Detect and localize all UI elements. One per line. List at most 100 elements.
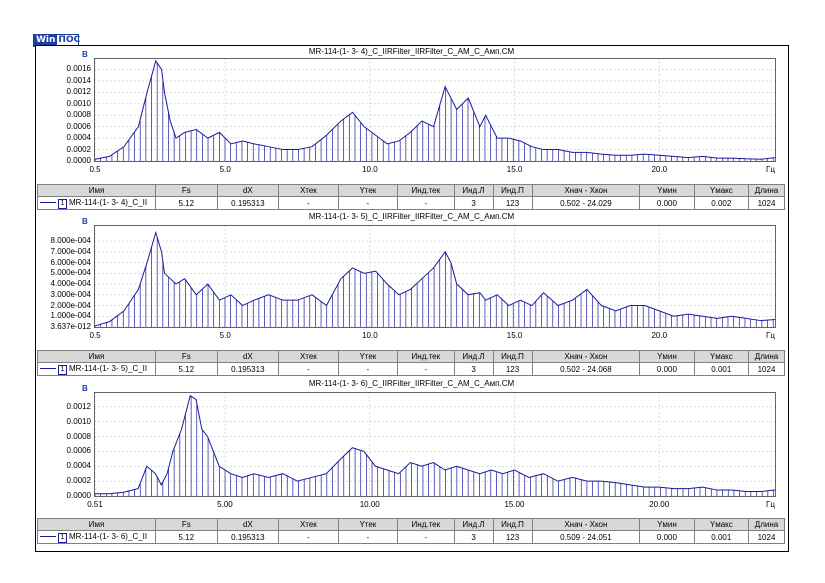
column-header[interactable]: Инд.тек [397, 184, 455, 197]
cell-ymin: 0.000 [639, 530, 695, 544]
column-header[interactable]: dX [216, 184, 280, 197]
x-axis-unit: Гц [766, 331, 775, 340]
column-header[interactable]: Хнач - Хкон [531, 518, 641, 531]
cell-fs: 5.12 [155, 362, 218, 376]
y-tick-label: 0.0016 [66, 64, 91, 74]
column-header[interactable]: Длина [748, 518, 785, 531]
cell-indr: 123 [492, 196, 533, 210]
column-header[interactable]: Yмакс [693, 184, 750, 197]
x-tick-label: 10.0 [362, 331, 378, 340]
plot-area[interactable] [94, 58, 776, 162]
column-header[interactable]: Yмакс [693, 350, 750, 363]
plot-area[interactable] [94, 392, 776, 497]
series-name-cell: 1 MR-114-(1- 3- 5)_C_II [37, 362, 156, 376]
column-header[interactable]: Инд.П [492, 184, 533, 197]
column-header[interactable]: Длина [748, 350, 785, 363]
y-axis-unit: В [82, 50, 88, 59]
x-tick-label: 5.0 [219, 331, 231, 340]
table-row[interactable]: 1 MR-114-(1- 3- 5)_C_II 5.12 0.195313- - -3 12… [37, 362, 785, 376]
cell-len: 1024 [748, 362, 785, 376]
y-tick-label: 0.0008 [66, 431, 91, 441]
column-header[interactable]: Имя [37, 350, 156, 363]
y-tick-label: 0.0008 [66, 110, 91, 120]
y-tick-label: 0.0004 [66, 133, 91, 143]
column-header[interactable]: dX [216, 350, 280, 363]
column-header[interactable]: Инд.П [492, 518, 533, 531]
cell-fs: 5.12 [155, 530, 218, 544]
column-header[interactable]: Xтек [278, 184, 339, 197]
column-header[interactable]: Инд.Л [453, 518, 494, 531]
column-header[interactable]: Инд.П [492, 350, 533, 363]
chart-panel-1: MR-114-(1- 3- 4)_C_IIRFilter_IIRFilter_C… [37, 47, 786, 210]
cell-indcur: - [397, 196, 455, 210]
column-header[interactable]: Yтек [337, 184, 399, 197]
series-swatch [40, 536, 56, 538]
y-tick-label: 0.0014 [66, 75, 91, 85]
y-tick-label: 0.0006 [66, 121, 91, 131]
column-header[interactable]: Xтек [278, 518, 339, 531]
cell-xcur: - [278, 530, 339, 544]
chart-title: MR-114-(1- 3- 5)_C_IIRFilter_IIRFilter_C… [308, 212, 515, 221]
column-header[interactable]: Yмин [639, 518, 695, 531]
column-header[interactable]: Инд.Л [453, 184, 494, 197]
x-tick-label: 15.0 [506, 331, 523, 340]
table-row[interactable]: 1 MR-114-(1- 3- 4)_C_II 5.12 0.195313- - -3 12… [37, 196, 785, 210]
plot-border [94, 225, 776, 328]
y-tick-label: 0.0012 [66, 87, 91, 97]
table-row[interactable]: 1 MR-114-(1- 3- 6)_C_II 5.12 0.195313- - -3 12… [37, 530, 785, 544]
column-header[interactable]: Yмин [639, 184, 695, 197]
cell-ycur: - [337, 196, 399, 210]
cell-range: 0.509 - 24.051 [531, 530, 641, 544]
cell-dx: 0.195313 [216, 530, 280, 544]
table-header-row: Имя Fs dX Xтек Yтек Инд.тек Инд.Л Инд.П Хнач - Х… [37, 184, 785, 197]
series-name-cell: 1 MR-114-(1- 3- 6)_C_II [37, 530, 156, 544]
cell-indr: 123 [492, 530, 533, 544]
column-header[interactable]: dX [216, 518, 280, 531]
x-tick-label: 0.5 [89, 331, 101, 340]
cell-indl: 3 [453, 530, 494, 544]
column-header[interactable]: Хнач - Хкон [531, 350, 641, 363]
column-header[interactable]: Инд.тек [397, 350, 455, 363]
column-header[interactable]: Xтек [278, 350, 339, 363]
column-header[interactable]: Имя [37, 518, 156, 531]
y-tick-label: 0.0010 [66, 98, 91, 108]
column-header[interactable]: Инд.Л [453, 350, 494, 363]
series-info-table: Имя Fs dX Xтек Yтек Инд.тек Инд.Л Инд.П Хнач - Х… [37, 350, 785, 376]
plot-area[interactable] [94, 225, 776, 328]
column-header[interactable]: Yмакс [693, 518, 750, 531]
table-header-row: Имя Fs dX Xтек Yтек Инд.тек Инд.Л Инд.П Хнач - Х… [37, 350, 785, 363]
x-tick-label: 15.00 [504, 500, 525, 509]
table-header-row: Имя Fs dX Xтек Yтек Инд.тек Инд.Л Инд.П Хнач - Х… [37, 518, 785, 531]
cell-xcur: - [278, 196, 339, 210]
cell-ycur: - [337, 362, 399, 376]
series-index-box: 1 [58, 533, 67, 543]
column-header[interactable]: Yмин [639, 350, 695, 363]
column-header[interactable]: Fs [155, 518, 218, 531]
y-tick-label: 7.000e-004 [50, 246, 91, 256]
cell-xcur: - [278, 362, 339, 376]
column-header[interactable]: Fs [155, 184, 218, 197]
series-index-box: 1 [58, 365, 67, 375]
cell-len: 1024 [748, 530, 785, 544]
column-header[interactable]: Yтек [337, 350, 399, 363]
column-header[interactable]: Хнач - Хкон [531, 184, 641, 197]
series-name: MR-114-(1- 3- 4)_C_II [69, 198, 148, 207]
y-tick-label: 5.000e-004 [50, 268, 91, 278]
cell-fs: 5.12 [155, 196, 218, 210]
column-header[interactable]: Инд.тек [397, 518, 455, 531]
column-header[interactable]: Yтек [337, 518, 399, 531]
series-name: MR-114-(1- 3- 5)_C_II [69, 364, 148, 373]
cell-ymin: 0.000 [639, 196, 695, 210]
x-axis-unit: Гц [766, 165, 775, 174]
y-tick-label: 8.000e-004 [50, 236, 91, 246]
column-header[interactable]: Длина [748, 184, 785, 197]
series-line [94, 59, 776, 160]
plot-border [94, 392, 776, 497]
series-swatch [40, 202, 56, 204]
column-header[interactable]: Fs [155, 350, 218, 363]
y-tick-label: 1.000e-004 [50, 311, 91, 321]
x-tick-label: 10.00 [359, 500, 380, 509]
y-tick-label: 6.000e-004 [50, 257, 91, 267]
cell-indl: 3 [453, 362, 494, 376]
column-header[interactable]: Имя [37, 184, 156, 197]
